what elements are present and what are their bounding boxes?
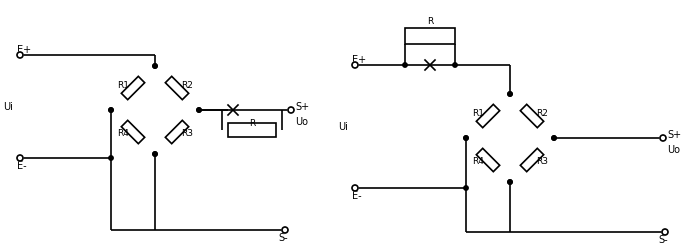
Circle shape [153, 152, 157, 156]
Text: E-: E- [17, 161, 27, 171]
Circle shape [109, 108, 113, 112]
Circle shape [508, 92, 512, 96]
Circle shape [153, 64, 157, 68]
Text: S-: S- [659, 235, 668, 245]
Text: S+: S+ [295, 102, 309, 112]
Text: E-: E- [352, 191, 362, 201]
Circle shape [453, 63, 457, 67]
Bar [228, 123, 276, 137]
Circle shape [153, 64, 157, 68]
Text: R2: R2 [181, 82, 193, 90]
Circle shape [352, 185, 358, 191]
Text: E+: E+ [17, 45, 31, 55]
Circle shape [288, 107, 294, 113]
Text: R4: R4 [472, 158, 484, 166]
Circle shape [17, 52, 23, 58]
Circle shape [552, 136, 556, 140]
Circle shape [197, 108, 201, 112]
Circle shape [508, 180, 512, 184]
Circle shape [662, 229, 668, 235]
Circle shape [109, 108, 113, 112]
Text: R1: R1 [117, 82, 129, 90]
Circle shape [464, 136, 469, 140]
Bar [405, 28, 455, 44]
Circle shape [197, 108, 201, 112]
Text: R3: R3 [536, 158, 548, 166]
Circle shape [464, 136, 469, 140]
Circle shape [17, 155, 23, 161]
Circle shape [352, 62, 358, 68]
Text: R2: R2 [536, 110, 548, 118]
Text: Ui: Ui [338, 122, 348, 132]
Circle shape [402, 63, 407, 67]
Text: Ui: Ui [3, 102, 13, 112]
Text: S-: S- [278, 233, 288, 243]
Text: Uo: Uo [667, 145, 680, 155]
Circle shape [282, 227, 288, 233]
Text: Uo: Uo [295, 117, 308, 127]
Circle shape [464, 186, 469, 190]
Circle shape [552, 136, 556, 140]
Text: R4: R4 [117, 130, 129, 138]
Text: R: R [427, 16, 433, 26]
Circle shape [508, 180, 512, 184]
Text: R3: R3 [181, 130, 193, 138]
Circle shape [109, 156, 113, 160]
Text: R1: R1 [472, 110, 484, 118]
Text: S+: S+ [667, 130, 681, 140]
Text: R: R [249, 118, 255, 128]
Circle shape [660, 135, 666, 141]
Text: E+: E+ [352, 55, 366, 65]
Circle shape [153, 152, 157, 156]
Circle shape [508, 92, 512, 96]
